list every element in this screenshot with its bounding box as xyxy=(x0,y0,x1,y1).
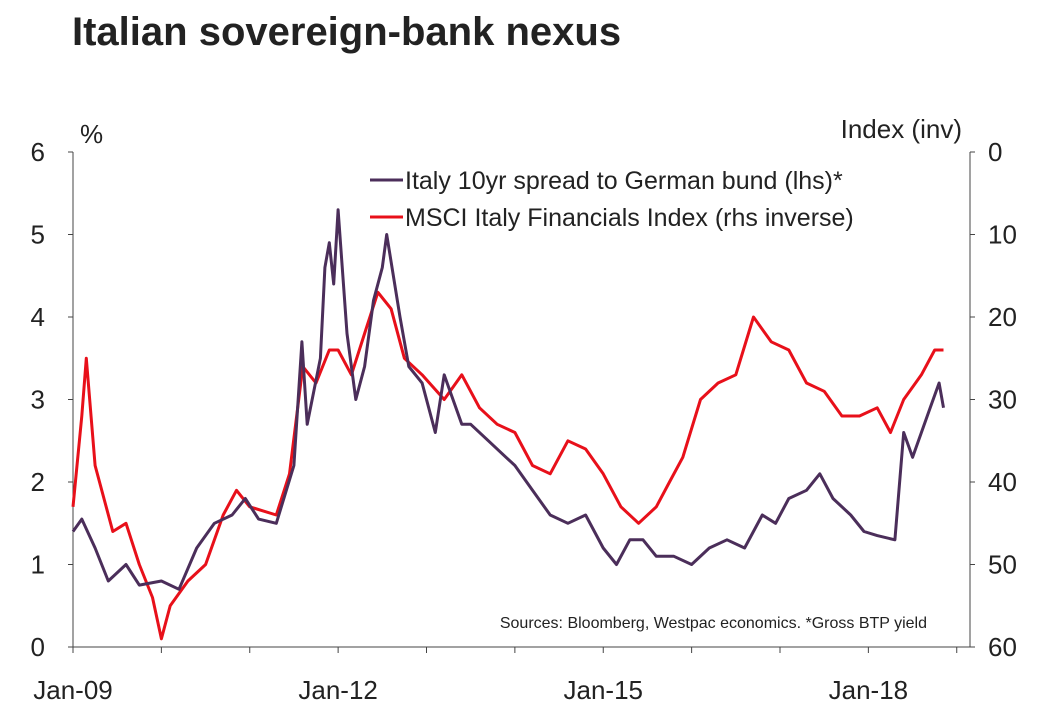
left-tick-label: 6 xyxy=(31,137,45,167)
legend-label: MSCI Italy Financials Index (rhs inverse… xyxy=(405,204,854,232)
left-tick-label: 3 xyxy=(31,385,45,415)
left-tick-label: 1 xyxy=(31,550,45,580)
right-tick-label: 50 xyxy=(988,550,1017,580)
left-tick-label: 4 xyxy=(31,302,45,332)
x-tick-label: Jan-12 xyxy=(298,675,378,705)
legend-label: Italy 10yr spread to German bund (lhs)* xyxy=(405,167,843,195)
right-tick-label: 10 xyxy=(988,220,1017,250)
right-tick-label: 60 xyxy=(988,632,1017,662)
left-tick-label: 0 xyxy=(31,632,45,662)
series-line xyxy=(71,208,945,591)
right-tick-label: 30 xyxy=(988,385,1017,415)
left-tick-label: 2 xyxy=(31,467,45,497)
right-tick-label: 0 xyxy=(988,137,1002,167)
series-line xyxy=(71,290,944,641)
right-tick-label: 40 xyxy=(988,467,1017,497)
chart-title: Italian sovereign-bank nexus xyxy=(72,10,622,54)
x-tick-label: Jan-18 xyxy=(829,675,909,705)
source-note: Sources: Bloomberg, Westpac economics. *… xyxy=(500,615,927,632)
left-tick-label: 5 xyxy=(31,220,45,250)
right-tick-label: 20 xyxy=(988,302,1017,332)
left-axis-label: % xyxy=(80,119,103,149)
x-tick-label: Jan-15 xyxy=(563,675,643,705)
right-axis-label: Index (inv) xyxy=(841,114,962,144)
x-tick-label: Jan-09 xyxy=(33,675,113,705)
